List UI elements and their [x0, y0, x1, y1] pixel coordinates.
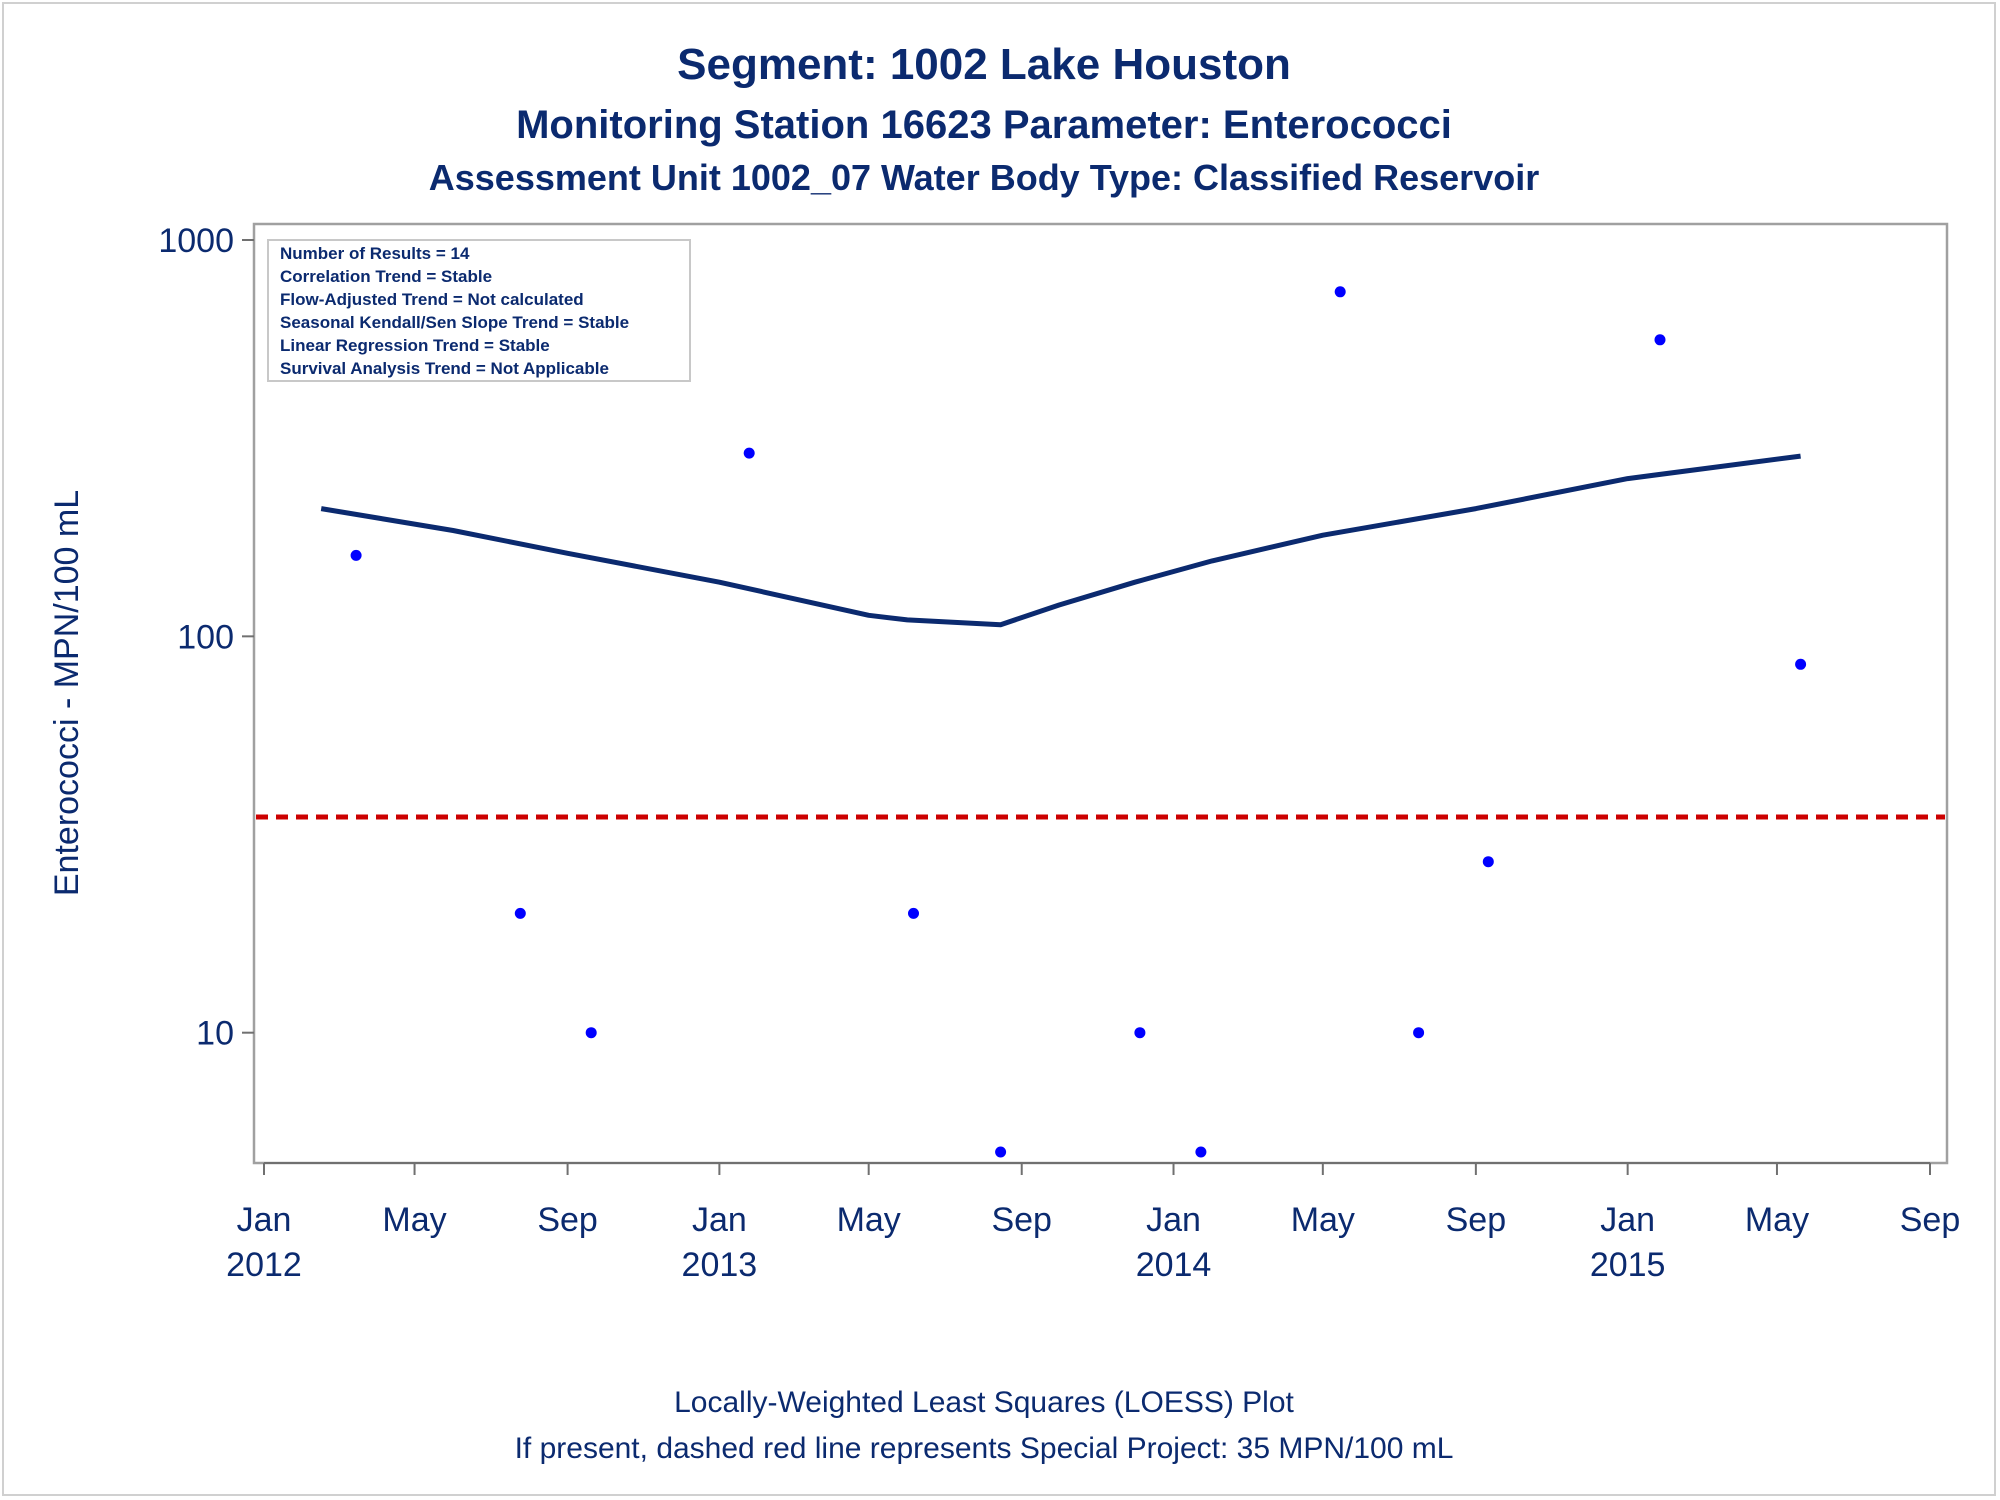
data-point — [1482, 856, 1494, 868]
x-tick-year-label: 2015 — [1590, 1246, 1666, 1284]
x-tick-label: Sep — [991, 1201, 1052, 1239]
x-axis: Jan 2012 May Sep Jan 2013 May Sep Jan 2014 May Sep J… — [226, 1162, 1961, 1284]
footnote-reference: If present, dashed red line represents S… — [515, 1432, 1454, 1465]
stats-line: Survival Analysis Trend = Not Applicable — [280, 359, 609, 378]
x-tick-label: Jan — [1146, 1201, 1201, 1239]
x-tick-label: May — [1745, 1201, 1809, 1239]
data-point — [995, 1146, 1007, 1158]
data-point — [585, 1027, 597, 1039]
x-tick-label: Jan — [1600, 1201, 1655, 1239]
data-point — [1195, 1146, 1207, 1158]
x-tick-label: May — [1291, 1201, 1355, 1239]
stats-line: Linear Regression Trend = Stable — [280, 336, 550, 355]
y-tick-label: 10 — [196, 1015, 234, 1053]
chart-subtitle: Monitoring Station 16623 Parameter: Ente… — [516, 103, 1452, 147]
loess-line — [320, 453, 1801, 628]
data-point — [1795, 658, 1807, 670]
y-axis-label: Enterococci - MPN/100 mL — [48, 490, 86, 896]
stats-line: Seasonal Kendall/Sen Slope Trend = Stabl… — [280, 313, 629, 332]
data-point — [1654, 334, 1666, 346]
stats-line: Flow-Adjusted Trend = Not calculated — [280, 290, 584, 309]
stats-line: Number of Results = 14 — [280, 244, 470, 263]
chart-title: Segment: 1002 Lake Houston — [677, 40, 1291, 89]
x-tick-label: Sep — [1900, 1201, 1961, 1239]
footnote-loess: Locally-Weighted Least Squares (LOESS) P… — [674, 1386, 1294, 1419]
y-tick-label: 100 — [177, 618, 234, 656]
data-point — [1413, 1027, 1425, 1039]
x-tick-label: Jan — [237, 1201, 292, 1239]
y-axis: 10 100 1000 — [158, 222, 254, 1053]
stats-box: Number of Results = 14 Correlation Trend… — [267, 239, 691, 382]
stats-line: Correlation Trend = Stable — [280, 267, 492, 286]
x-tick-label: May — [837, 1201, 901, 1239]
data-point — [350, 549, 362, 561]
x-tick-label: May — [382, 1201, 446, 1239]
data-point — [743, 447, 755, 459]
x-tick-year-label: 2014 — [1136, 1246, 1212, 1284]
x-tick-label: Sep — [1446, 1201, 1507, 1239]
data-point — [1134, 1027, 1146, 1039]
x-tick-year-label: 2013 — [682, 1246, 758, 1284]
data-points — [315, 286, 1807, 1158]
x-tick-label: Sep — [537, 1201, 598, 1239]
data-point — [514, 907, 526, 919]
chart-subtitle-2: Assessment Unit 1002_07 Water Body Type:… — [429, 157, 1539, 198]
stats-box-frame — [267, 239, 691, 382]
data-point — [908, 907, 919, 919]
x-tick-label: Jan — [692, 1201, 747, 1239]
y-tick-label: 1000 — [158, 222, 234, 260]
x-tick-year-label: 2012 — [226, 1246, 302, 1284]
data-point — [1334, 286, 1346, 298]
